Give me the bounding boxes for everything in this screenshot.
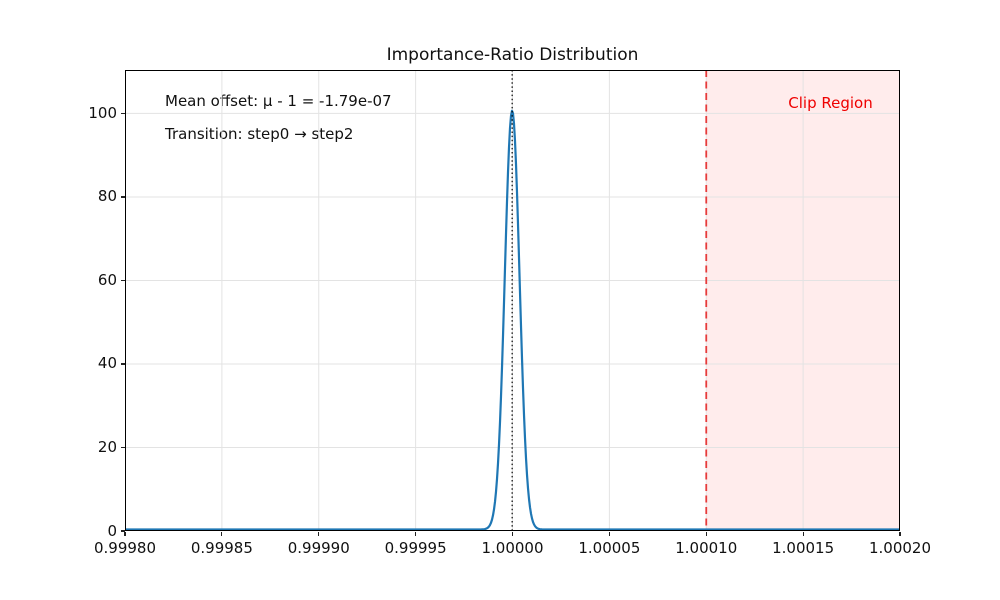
x-tick-mark xyxy=(318,532,320,536)
x-tick-label: 0.99980 xyxy=(93,539,157,557)
x-tick-label: 1.00010 xyxy=(675,539,738,557)
x-tick-mark xyxy=(705,532,707,536)
y-tick-mark xyxy=(120,530,125,532)
x-tick-label: 0.99990 xyxy=(287,539,350,557)
plot-area xyxy=(125,70,900,531)
clip-region-label: Clip Region xyxy=(758,94,903,112)
x-tick-label: 1.00020 xyxy=(868,539,932,557)
x-tick-label: 1.00005 xyxy=(578,539,641,557)
x-tick-label: 1.00015 xyxy=(772,539,835,557)
y-tick-label: 80 xyxy=(97,187,117,206)
y-tick-mark xyxy=(120,363,125,365)
transition-annotation: Transition: step0 → step2 xyxy=(165,125,354,143)
y-tick-mark xyxy=(120,279,125,282)
y-tick-mark xyxy=(120,446,125,449)
x-tick-mark xyxy=(221,532,223,536)
x-tick-mark xyxy=(802,532,804,536)
y-tick-label: 60 xyxy=(97,270,117,289)
y-tick-label: 0 xyxy=(107,521,117,540)
y-tick-label: 20 xyxy=(97,437,117,456)
chart-title: Importance-Ratio Distribution xyxy=(386,45,639,65)
x-tick-mark xyxy=(415,532,417,536)
y-tick-label: 40 xyxy=(97,354,117,373)
plot-border xyxy=(125,70,900,531)
x-tick-mark xyxy=(899,532,901,536)
x-tick-mark xyxy=(608,532,610,536)
plot-canvas xyxy=(125,70,900,531)
x-tick-mark xyxy=(511,532,514,536)
x-tick-label: 1.00000 xyxy=(481,539,544,557)
y-tick-mark xyxy=(120,112,125,114)
x-tick-label: 0.99985 xyxy=(190,539,253,557)
y-tick-label: 100 xyxy=(88,103,117,122)
y-tick-mark xyxy=(120,196,125,198)
x-tick-label: 0.99995 xyxy=(384,539,447,557)
x-tick-mark xyxy=(124,532,126,536)
